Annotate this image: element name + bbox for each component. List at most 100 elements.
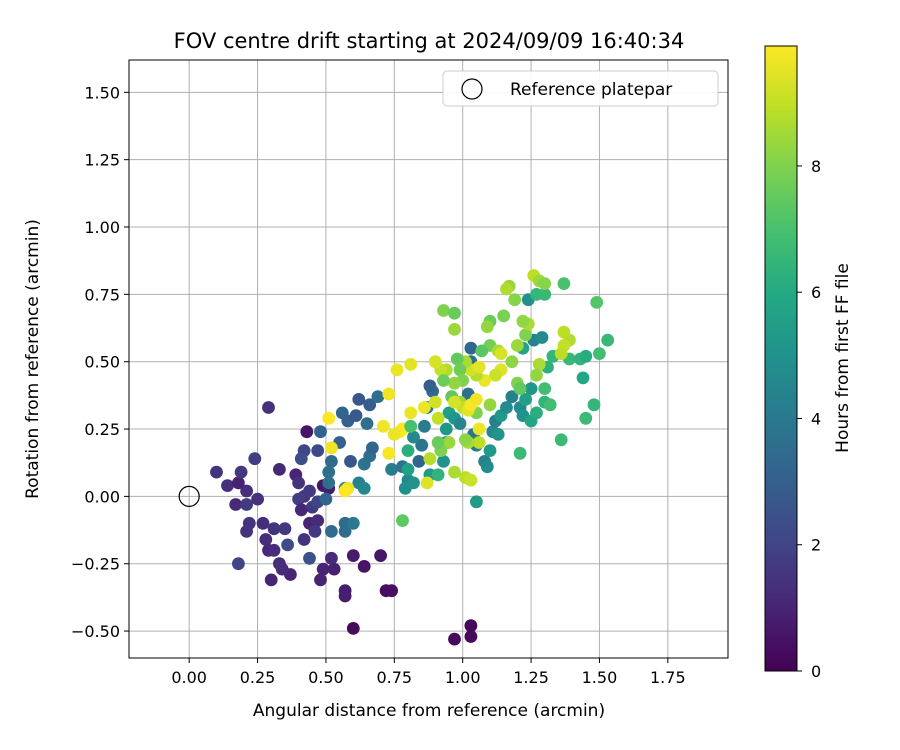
colorbar-ticks: 0 2 4 6 8 — [797, 157, 821, 681]
data-point — [442, 436, 456, 449]
data-point — [448, 632, 461, 646]
data-point — [240, 484, 254, 498]
colorbar-tick-label: 4 — [811, 409, 821, 428]
data-point — [374, 549, 387, 562]
data-points — [210, 269, 615, 646]
y-axis-label: Rotation from reference (arcmin) — [23, 219, 43, 499]
data-point — [480, 460, 494, 474]
data-point — [579, 349, 593, 363]
colorbar-tick-label: 8 — [811, 157, 821, 176]
data-point — [538, 277, 552, 290]
x-tick-label: 1.25 — [513, 668, 549, 687]
data-point — [256, 516, 270, 530]
legend-entry-reference-platepar: Reference platepar — [510, 80, 672, 100]
data-point — [303, 484, 316, 498]
data-point — [500, 401, 513, 414]
data-point — [538, 288, 552, 301]
grid-lines — [129, 60, 728, 658]
x-axis-ticks: 0.00 0.25 0.50 0.75 1.00 1.25 1.50 1.75 — [171, 658, 686, 687]
data-point — [483, 398, 497, 412]
data-point — [524, 382, 538, 395]
data-point — [292, 476, 305, 490]
data-point — [363, 398, 377, 412]
data-point — [519, 393, 532, 406]
data-point — [281, 538, 294, 552]
colorbar-label: Hours from first FF file — [833, 263, 853, 453]
data-point — [349, 409, 363, 422]
data-point — [464, 473, 478, 487]
data-point — [453, 417, 467, 430]
data-point — [418, 401, 431, 414]
data-point — [357, 560, 371, 573]
data-point — [234, 465, 248, 479]
data-point — [472, 436, 486, 449]
data-point — [587, 398, 601, 412]
data-point — [554, 347, 568, 360]
x-axis-label: Angular distance from reference (arcmin) — [253, 701, 605, 721]
legend-marker-circle-icon — [461, 78, 483, 100]
colorbar-tick-label: 6 — [811, 283, 821, 302]
data-point — [382, 387, 396, 401]
y-tick-label: −0.25 — [71, 555, 120, 574]
data-point — [327, 562, 341, 576]
data-point — [396, 514, 409, 527]
data-point — [448, 306, 461, 320]
data-point — [483, 444, 497, 457]
data-point — [267, 543, 281, 557]
data-point — [242, 516, 256, 530]
data-point — [412, 455, 426, 468]
data-point — [221, 479, 234, 492]
data-point — [404, 419, 418, 433]
data-point — [357, 481, 371, 495]
data-point — [593, 347, 606, 360]
data-point — [248, 452, 262, 466]
data-point — [385, 584, 398, 598]
data-point — [543, 398, 557, 412]
data-point — [264, 573, 278, 587]
data-point — [338, 484, 352, 498]
y-tick-label: 0.00 — [84, 487, 120, 506]
data-point — [294, 452, 308, 466]
data-point — [448, 395, 461, 409]
data-point — [513, 382, 527, 395]
x-tick-label: 0.00 — [171, 668, 207, 687]
data-point — [322, 465, 336, 479]
data-point — [300, 425, 314, 439]
x-tick-label: 1.50 — [582, 668, 618, 687]
data-point — [470, 393, 483, 406]
data-point — [267, 522, 281, 536]
x-tick-label: 1.75 — [650, 668, 686, 687]
data-point — [303, 551, 316, 565]
data-point — [472, 422, 486, 436]
data-point — [385, 463, 398, 476]
data-point — [366, 441, 379, 455]
colorbar-tick-label: 2 — [811, 536, 821, 555]
data-point — [508, 293, 522, 307]
data-point — [352, 393, 366, 406]
data-point — [404, 358, 418, 371]
data-point — [576, 371, 590, 385]
y-tick-label: 1.00 — [84, 218, 120, 237]
data-point — [538, 382, 552, 395]
data-point — [513, 446, 527, 460]
data-point — [262, 401, 275, 414]
data-point — [314, 573, 327, 587]
data-point — [420, 476, 434, 490]
data-point — [439, 422, 453, 436]
y-axis-ticks: −0.50 −0.25 0.00 0.25 0.50 0.75 1.00 1.25 1.50 — [71, 83, 129, 641]
data-point — [601, 333, 615, 347]
chart-title: FOV centre drift starting at 2024/09/09 … — [174, 29, 685, 53]
data-point — [404, 406, 418, 420]
data-point — [407, 430, 420, 444]
data-point — [314, 425, 327, 439]
data-point — [500, 282, 513, 296]
reference-platepar-marker — [178, 485, 200, 507]
reference-marker-group — [178, 485, 200, 507]
data-point — [453, 363, 467, 377]
data-point — [470, 495, 483, 509]
data-point — [382, 446, 396, 460]
data-point — [516, 314, 530, 328]
data-point — [229, 498, 243, 511]
data-point — [464, 341, 478, 355]
